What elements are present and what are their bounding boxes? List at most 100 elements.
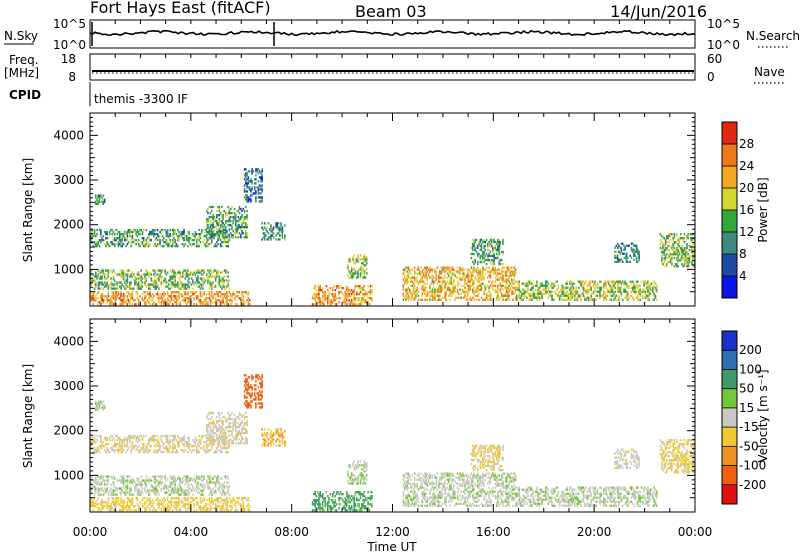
echo-cell — [166, 235, 169, 238]
echo-cell — [121, 273, 124, 276]
echo-cell — [534, 288, 537, 291]
echo-cell — [214, 475, 217, 478]
echo-cell — [241, 216, 243, 219]
echo-cell — [155, 233, 158, 236]
echo-cell — [522, 288, 524, 291]
echo-cell — [416, 276, 418, 279]
echo-cell — [217, 205, 219, 209]
echo-cell — [461, 288, 464, 291]
echo-cell — [115, 303, 117, 306]
echo-cell — [625, 256, 628, 259]
echo-cell — [632, 248, 634, 251]
echo-cell — [502, 296, 504, 299]
echo-cell — [183, 493, 185, 496]
echo-cell — [146, 273, 149, 276]
echo-cell — [673, 241, 676, 244]
echo-cell — [502, 252, 504, 256]
echo-cell — [250, 194, 252, 197]
echo-cell — [214, 275, 217, 278]
echo-cell — [129, 275, 131, 278]
echo-cell — [237, 501, 240, 504]
echo-cell — [557, 294, 560, 297]
echo-cell — [155, 487, 158, 490]
echo-cell — [471, 252, 474, 256]
echo-cell — [203, 291, 205, 294]
echo-cell — [166, 228, 169, 232]
echo-cell — [169, 475, 171, 478]
echo-cell — [105, 443, 107, 446]
echo-cell — [177, 239, 179, 242]
echo-cell — [209, 228, 212, 232]
echo-cell — [163, 487, 165, 490]
echo-cell — [102, 202, 105, 205]
echo-cell — [226, 299, 228, 302]
echo-cell — [168, 303, 170, 306]
echo-cell — [586, 288, 589, 291]
echo-cell — [284, 234, 286, 237]
echo-cell — [134, 487, 136, 490]
echo-cell — [347, 264, 349, 267]
echo-cell — [679, 249, 682, 252]
echo-cell — [183, 505, 185, 508]
echo-cell — [231, 295, 233, 298]
echo-cell — [193, 239, 195, 242]
echo-cell — [216, 505, 218, 508]
echo-cell — [270, 224, 272, 227]
echo-cell — [355, 291, 358, 294]
echo-cell — [666, 247, 668, 250]
echo-cell — [653, 292, 655, 295]
echo-cell — [91, 503, 93, 506]
echo-cell — [131, 295, 134, 298]
echo-cell — [474, 258, 476, 262]
echo-cell — [466, 280, 469, 283]
echo-cell — [177, 283, 179, 286]
echo-cell — [122, 297, 125, 300]
echo-cell — [116, 237, 119, 240]
echo-cell — [151, 233, 154, 236]
echo-cell — [170, 285, 173, 288]
echo-cell — [213, 293, 216, 296]
echo-cell — [679, 233, 682, 236]
echo-cell — [180, 501, 183, 504]
echo-cell — [182, 271, 184, 274]
echo-cell — [349, 303, 352, 306]
echo-cell — [403, 268, 406, 271]
echo-cell — [504, 292, 507, 295]
echo-cell — [270, 226, 272, 229]
echo-cell — [514, 286, 517, 289]
echo-cell — [458, 272, 460, 275]
echo-cell — [126, 436, 129, 440]
echo-cell — [187, 485, 189, 488]
echo-cell — [499, 272, 502, 275]
echo-cell — [182, 481, 184, 484]
echo-cell — [100, 275, 102, 278]
echo-cell — [95, 275, 97, 278]
echo-cell — [406, 296, 408, 299]
echo-cell — [183, 475, 185, 478]
echo-cell — [367, 291, 369, 294]
echo-cell — [246, 293, 248, 296]
echo-cell — [633, 254, 635, 257]
echo-cell — [424, 282, 426, 285]
echo-cell — [402, 268, 405, 271]
echo-cell — [224, 226, 227, 229]
echo-cell — [490, 268, 493, 271]
echo-cell — [243, 509, 246, 512]
echo-cell — [468, 276, 470, 279]
echo-cell — [207, 301, 209, 304]
echo-cell — [620, 258, 623, 261]
echo-cell — [505, 286, 508, 289]
echo-cell — [488, 244, 490, 248]
echo-cell — [178, 297, 180, 300]
echo-cell — [91, 295, 93, 298]
echo-cell — [642, 296, 644, 299]
echo-cell — [117, 451, 120, 454]
echo-cell — [90, 271, 92, 274]
echo-cell — [226, 236, 228, 239]
echo-cell — [197, 237, 199, 240]
echo-cell — [92, 499, 95, 502]
echo-cell — [175, 501, 178, 504]
echo-cell — [270, 236, 272, 239]
echo-cell — [194, 273, 197, 276]
echo-cell — [449, 298, 451, 301]
